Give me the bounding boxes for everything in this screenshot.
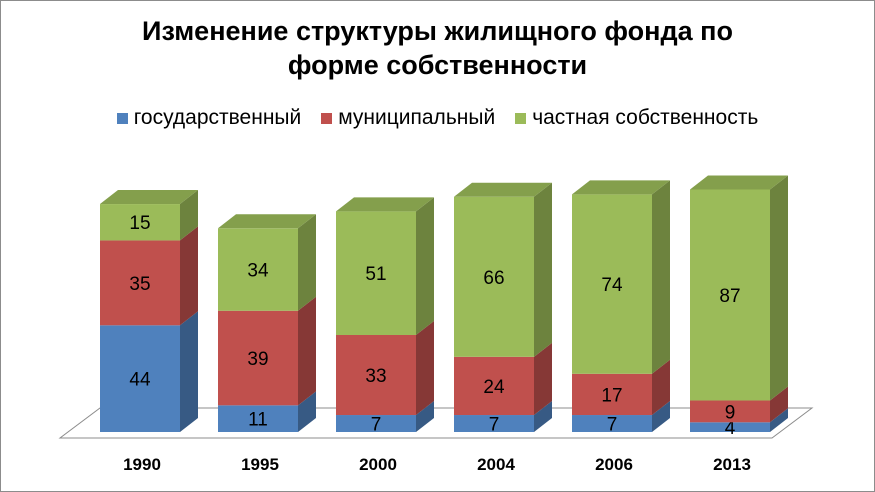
data-label-1990-municipal: 35	[129, 274, 150, 295]
bar-side-2013-private	[770, 175, 788, 401]
data-label-2004-private: 66	[483, 268, 504, 289]
bar-side-1990-state	[180, 311, 198, 432]
data-label-1995-private: 34	[247, 261, 269, 282]
bar-side-2000-municipal	[416, 321, 434, 416]
bar-side-1990-municipal	[180, 226, 198, 326]
bar-top-1990	[100, 190, 198, 205]
legend-label-private: частная собственность	[532, 106, 759, 129]
bar-2013-state	[690, 422, 770, 432]
category-label-2013: 2013	[713, 455, 751, 474]
bar-side-2013-state	[770, 408, 788, 432]
bar-2000-state	[336, 415, 416, 432]
bar-2013-private	[690, 189, 770, 401]
bar-side-2000-state	[416, 401, 434, 432]
bar-1995-state	[218, 405, 298, 432]
bar-1990-state	[100, 325, 180, 432]
bar-side-2013-municipal	[770, 386, 788, 423]
bar-side-2004-state	[534, 401, 552, 432]
bar-side-1995-municipal	[298, 296, 316, 406]
bar-2004-municipal	[454, 356, 534, 416]
data-label-2006-municipal: 17	[601, 385, 622, 406]
legend-swatch-municipal	[321, 112, 333, 124]
data-label-2013-municipal: 9	[725, 402, 736, 423]
category-label-2006: 2006	[595, 455, 633, 474]
legend-item-private: частная собственность	[515, 106, 758, 130]
chart-title-line-1: Изменение структуры жилищного фонда по	[142, 16, 733, 46]
bar-2006-municipal	[572, 373, 652, 416]
bar-top-2013	[690, 175, 788, 190]
bar-2004-private	[454, 196, 534, 357]
legend-item-state: государственный	[116, 106, 302, 130]
chart-title: Изменение структуры жилищного фонда по ф…	[0, 14, 875, 82]
data-label-2000-private: 51	[365, 264, 386, 285]
bar-top-1995	[218, 214, 316, 229]
bar-1990-private	[100, 204, 180, 241]
bar-1995-municipal	[218, 310, 298, 406]
category-label-2004: 2004	[477, 455, 515, 474]
legend-label-state: государственный	[133, 106, 302, 129]
legend-swatch-private	[515, 112, 527, 124]
bar-top-2004	[454, 182, 552, 197]
bar-2006-private	[572, 194, 652, 374]
bar-side-2006-state	[652, 401, 670, 432]
data-label-2013-state: 4	[725, 418, 736, 439]
bar-side-2006-municipal	[652, 359, 670, 416]
bar-1990-municipal	[100, 240, 180, 326]
data-label-1990-state: 44	[129, 370, 151, 391]
bar-side-1995-private	[298, 214, 316, 311]
category-label-1990: 1990	[123, 455, 161, 474]
bar-side-2004-private	[534, 182, 552, 357]
bar-2000-municipal	[336, 335, 416, 416]
data-label-2013-private: 87	[719, 286, 740, 307]
bar-2000-private	[336, 211, 416, 335]
data-label-2004-state: 7	[489, 415, 500, 436]
chart-legend: государственный муниципальный частная со…	[0, 106, 875, 130]
legend-item-municipal: муниципальный	[321, 106, 495, 130]
bar-side-2004-municipal	[534, 342, 552, 416]
bar-1995-private	[218, 228, 298, 311]
data-label-2006-state: 7	[607, 415, 618, 436]
data-label-1995-municipal: 39	[247, 349, 268, 370]
bar-2013-municipal	[690, 400, 770, 423]
bar-top-2006	[572, 180, 670, 195]
bar-2004-state	[454, 415, 534, 432]
bar-2006-state	[572, 415, 652, 432]
bar-side-2006-private	[652, 180, 670, 374]
data-label-1990-private: 15	[129, 213, 150, 234]
category-label-2000: 2000	[359, 455, 397, 474]
data-label-2004-municipal: 24	[483, 377, 505, 398]
bar-side-2000-private	[416, 197, 434, 335]
category-label-1995: 1995	[241, 455, 279, 474]
legend-swatch-state	[116, 112, 128, 124]
bar-side-1990-private	[180, 190, 198, 241]
data-label-2000-municipal: 33	[365, 366, 386, 387]
data-label-2006-private: 74	[601, 275, 623, 296]
legend-label-municipal: муниципальный	[338, 106, 496, 129]
bar-top-2000	[336, 197, 434, 212]
chart-title-line-2: форме собственности	[287, 50, 588, 80]
data-label-2000-state: 7	[371, 415, 382, 436]
bar-side-1995-state	[298, 391, 316, 432]
data-label-1995-state: 11	[248, 410, 268, 431]
